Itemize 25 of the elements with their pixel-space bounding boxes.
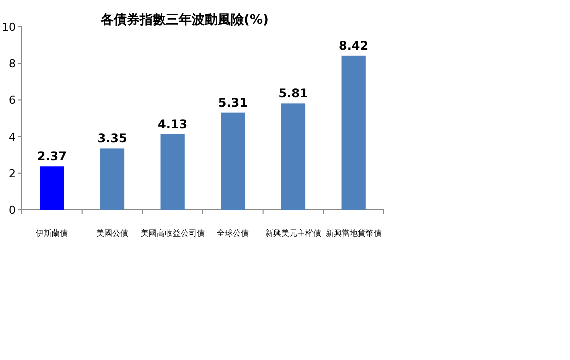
- data-label: 2.37: [37, 150, 67, 164]
- data-label: 5.31: [218, 96, 248, 110]
- y-tick-label: 0: [9, 204, 16, 217]
- x-tick-label: 美國高收益公司債: [140, 229, 205, 238]
- bar: [221, 112, 246, 210]
- y-tick-label: 8: [9, 58, 16, 71]
- y-tick-label: 6: [9, 94, 16, 108]
- y-tick-label: 10: [2, 21, 16, 34]
- x-tick-label: 美國公債: [96, 229, 128, 238]
- data-label: 4.13: [158, 117, 188, 132]
- chart-title: 各債券指數三年波動風險(%): [100, 13, 269, 28]
- bar: [281, 104, 306, 210]
- x-tick-label: 新興美元主權債: [266, 229, 322, 238]
- data-label: 3.35: [98, 132, 128, 146]
- y-tick-label: 2: [9, 167, 16, 180]
- x-tick-label: 伊斯蘭債: [36, 229, 68, 238]
- data-label: 5.81: [278, 86, 308, 101]
- data-label: 8.42: [339, 38, 369, 53]
- x-tick-label: 新興當地貨幣債: [326, 229, 382, 238]
- bar: [40, 166, 64, 210]
- y-tick-label: 4: [9, 130, 16, 144]
- x-tick-label: 全球公債: [217, 229, 250, 238]
- bar: [100, 148, 125, 210]
- bar: [160, 134, 185, 210]
- bar: [342, 56, 366, 210]
